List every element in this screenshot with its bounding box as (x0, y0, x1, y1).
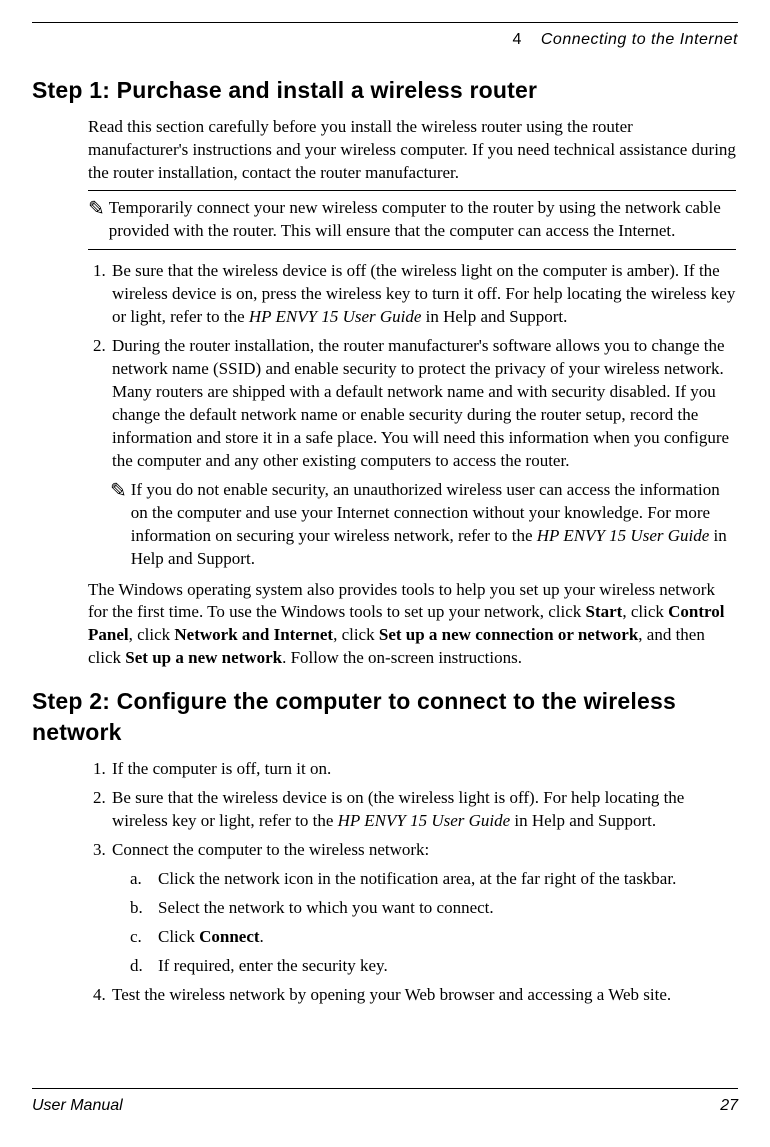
s2-sub-c: c.Click Connect. (130, 926, 736, 949)
running-header: 4 Connecting to the Internet (32, 29, 738, 51)
note-box-1: ✎ Temporarily connect your new wireless … (88, 190, 736, 250)
page-footer: User Manual 27 (32, 1088, 738, 1117)
step-1-list: Be sure that the wireless device is off … (88, 260, 736, 570)
s2-sub-a: a.Click the network icon in the notifica… (130, 868, 736, 891)
chapter-title: Connecting to the Internet (541, 31, 738, 48)
s1-item-2: During the router installation, the rout… (110, 335, 736, 570)
s2-item-1: If the computer is off, turn it on. (110, 758, 736, 781)
bottom-rule (32, 1088, 738, 1089)
top-rule (32, 22, 738, 23)
note-1-text: Temporarily connect your new wireless co… (109, 197, 736, 243)
step-1-tail: The Windows operating system also provid… (88, 579, 736, 671)
sub-note: ✎ If you do not enable security, an unau… (110, 479, 736, 571)
s2-item-4: Test the wireless network by opening you… (110, 984, 736, 1007)
page-number: 27 (720, 1095, 738, 1117)
s2-sub-b: b.Select the network to which you want t… (130, 897, 736, 920)
pencil-icon: ✎ (110, 479, 127, 571)
pencil-icon: ✎ (88, 197, 105, 243)
step-1-heading: Step 1: Purchase and install a wireless … (32, 75, 738, 106)
s1-item-1: Be sure that the wireless device is off … (110, 260, 736, 329)
footer-left: User Manual (32, 1095, 123, 1117)
chapter-number: 4 (513, 31, 522, 48)
step-2-list: If the computer is off, turn it on. Be s… (88, 758, 736, 1006)
step-2-body: If the computer is off, turn it on. Be s… (88, 758, 736, 1006)
s2-sublist: a.Click the network icon in the notifica… (130, 868, 736, 978)
step-1-intro: Read this section carefully before you i… (88, 116, 736, 185)
s2-item-2: Be sure that the wireless device is on (… (110, 787, 736, 833)
s2-sub-d: d.If required, enter the security key. (130, 955, 736, 978)
s2-item-3: Connect the computer to the wireless net… (110, 839, 736, 978)
step-2-heading: Step 2: Configure the computer to connec… (32, 686, 738, 748)
step-1-body: Read this section carefully before you i… (88, 116, 736, 671)
